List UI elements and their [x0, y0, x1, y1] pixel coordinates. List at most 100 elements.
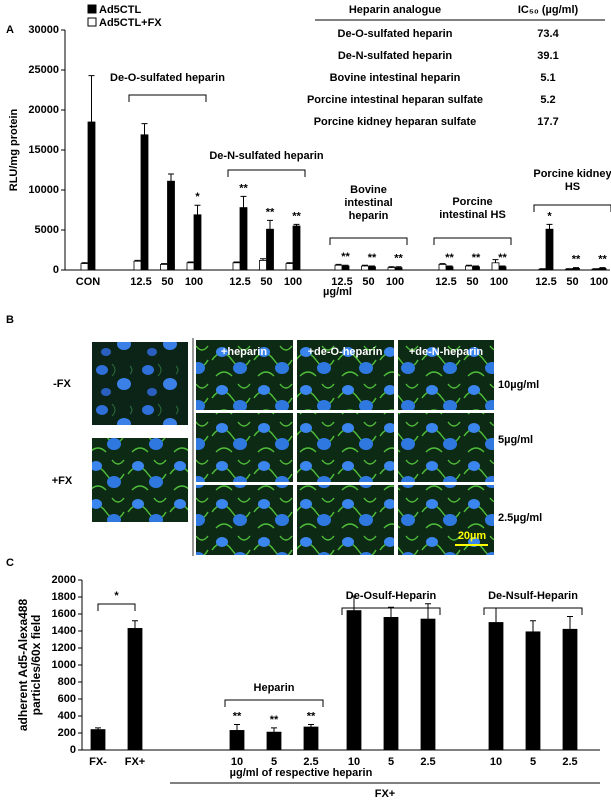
bar: [498, 266, 507, 271]
error-bar: [446, 265, 453, 267]
error-bar: [567, 616, 573, 630]
error-bar: [395, 266, 402, 268]
row-label: 5µg/ml: [498, 434, 533, 446]
error-bar: [388, 266, 395, 268]
bar: [334, 264, 343, 271]
bar: [127, 628, 143, 751]
micrograph: [92, 438, 188, 522]
column-label: +de-N-heparin: [409, 346, 484, 358]
error-bar: [168, 173, 174, 182]
bar: [303, 726, 319, 751]
bar: [420, 618, 436, 751]
table-cell: De-O-sulfated heparin: [338, 28, 453, 40]
x-tick-label: 5: [271, 756, 277, 768]
y-tick-label: 0: [70, 744, 76, 756]
significance-label: **: [266, 206, 275, 218]
bar: [186, 262, 195, 271]
bar: [341, 265, 350, 271]
group-label: De-Nsulf-Heparin: [488, 590, 578, 602]
group-label: Porcine intestinal HS: [439, 196, 506, 221]
bar: [259, 259, 267, 271]
significance-label: **: [445, 252, 454, 264]
error-bar: [240, 195, 247, 208]
error-bar: [308, 724, 314, 728]
significance-label: **: [307, 710, 316, 722]
bar: [472, 266, 480, 271]
table-header: Heparin analogue: [349, 4, 441, 16]
y-tick-label: 10000: [28, 184, 59, 196]
bar: [545, 228, 554, 271]
x-tick-label: 5: [530, 756, 536, 768]
bar: [488, 622, 504, 751]
bar: [538, 268, 547, 271]
significance-label: **: [233, 710, 242, 722]
micrograph: [398, 340, 494, 410]
error-bar: [473, 265, 479, 267]
significance-label: **: [368, 252, 377, 264]
x-tick-label: 100: [386, 276, 404, 288]
significance-label: **: [239, 182, 248, 194]
y-tick-label: 1400: [52, 625, 76, 637]
micrograph: [92, 342, 188, 425]
significance-label: *: [195, 191, 200, 203]
bar: [394, 267, 403, 271]
group-label: Bovine intestinal heparin: [344, 184, 393, 222]
bar: [491, 262, 500, 271]
bar: [361, 265, 369, 271]
micrograph: [297, 485, 394, 555]
group-bracket: [128, 94, 207, 102]
error-bar: [267, 219, 273, 230]
x-tick-label: 10: [348, 756, 360, 768]
legend-label: Ad5CTL+FX: [99, 17, 162, 29]
x-tick-label: 5: [388, 756, 394, 768]
error-bar: [141, 123, 148, 135]
bar: [591, 268, 600, 271]
bar: [292, 225, 301, 271]
comparison-label: *: [114, 590, 119, 602]
panel-label: A: [6, 24, 14, 36]
group-bracket: [533, 204, 611, 212]
x-tick-label: 10: [231, 756, 243, 768]
bar: [565, 268, 573, 271]
group-bracket: [433, 237, 512, 245]
bar: [285, 263, 294, 271]
bar: [562, 628, 578, 751]
micrograph: [196, 485, 293, 555]
x-tick-label: 12.5: [130, 276, 151, 288]
y-tick-label: 200: [58, 727, 76, 739]
error-bar: [81, 262, 88, 264]
error-bar: [271, 727, 277, 733]
x-tick-label: 50: [260, 276, 272, 288]
significance-label: **: [572, 254, 581, 266]
significance-label: **: [341, 251, 350, 263]
bar: [445, 266, 454, 271]
error-bar: [530, 620, 536, 632]
error-bar: [388, 606, 394, 618]
bar: [160, 263, 168, 271]
legend-swatch: [87, 4, 97, 14]
bar: [87, 121, 96, 271]
bar: [525, 631, 541, 751]
error-bar: [439, 263, 446, 265]
x-tick-label: CON: [76, 276, 101, 288]
error-bar: [88, 75, 95, 122]
group-bracket: [329, 237, 408, 245]
significance-label: **: [270, 714, 279, 726]
x-tick-label: 12.5: [435, 276, 456, 288]
bar: [140, 134, 149, 271]
bar: [232, 262, 241, 271]
table-cell: 17.7: [537, 116, 558, 128]
group-bracket: [227, 169, 306, 177]
y-tick-label: 25000: [28, 64, 59, 76]
scale-bar-label: 20µm: [458, 530, 487, 542]
error-bar: [369, 265, 375, 267]
bar: [438, 263, 447, 271]
row-label: 10µg/ml: [498, 379, 539, 391]
error-bar: [233, 261, 240, 263]
error-bar: [161, 263, 167, 265]
y-tick-label: 5000: [35, 224, 59, 236]
x-tick-label: 100: [590, 276, 608, 288]
table-cell: 73.4: [537, 28, 559, 40]
x-tick-label: FX+: [125, 756, 145, 768]
